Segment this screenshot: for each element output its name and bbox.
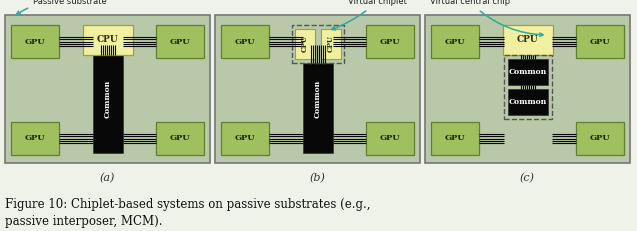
Text: GPU: GPU (590, 37, 610, 46)
Bar (503, 55, 552, 119)
Text: CPU: CPU (301, 36, 308, 52)
Bar (576, 122, 624, 155)
Text: Common: Common (103, 80, 111, 118)
Bar (83, 25, 132, 55)
Text: Passive substrate: Passive substrate (17, 0, 107, 14)
Bar (221, 122, 269, 155)
Bar (92, 45, 122, 153)
Text: GPU: GPU (445, 134, 465, 143)
Bar (431, 122, 479, 155)
Text: CPU: CPU (97, 36, 118, 45)
Text: GPU: GPU (25, 37, 45, 46)
Bar (431, 25, 479, 58)
Bar (294, 29, 315, 59)
Text: GPU: GPU (25, 134, 45, 143)
Text: Common: Common (313, 80, 322, 118)
Bar (215, 15, 420, 163)
Bar (366, 25, 414, 58)
Text: Figure 10: Chiplet-based systems on passive substrates (e.g.,
passive interposer: Figure 10: Chiplet-based systems on pass… (5, 198, 371, 228)
Bar (508, 89, 547, 115)
Bar (156, 25, 204, 58)
Bar (221, 25, 269, 58)
Text: (b): (b) (310, 173, 326, 183)
Text: GPU: GPU (169, 37, 190, 46)
Text: GPU: GPU (380, 37, 400, 46)
Text: GPU: GPU (445, 37, 465, 46)
Text: (a): (a) (100, 173, 115, 183)
Bar (576, 25, 624, 58)
Text: GPU: GPU (234, 37, 255, 46)
Bar (508, 59, 547, 85)
Bar (11, 25, 59, 58)
Text: Common: Common (508, 98, 547, 106)
Text: Virtual chiplet: Virtual chiplet (332, 0, 406, 30)
Bar (156, 122, 204, 155)
Bar (5, 15, 210, 163)
Text: Virtual central chip: Virtual central chip (430, 0, 543, 36)
Text: GPU: GPU (169, 134, 190, 143)
Text: GPU: GPU (590, 134, 610, 143)
Bar (366, 122, 414, 155)
Bar (292, 25, 343, 63)
Text: (c): (c) (520, 173, 535, 183)
Text: CPU: CPU (327, 36, 334, 52)
Bar (320, 29, 341, 59)
Text: CPU: CPU (517, 36, 538, 45)
Bar (11, 122, 59, 155)
Text: Common: Common (508, 68, 547, 76)
Bar (303, 45, 333, 153)
Bar (425, 15, 630, 163)
Text: GPU: GPU (234, 134, 255, 143)
Text: GPU: GPU (380, 134, 400, 143)
Bar (503, 25, 552, 55)
